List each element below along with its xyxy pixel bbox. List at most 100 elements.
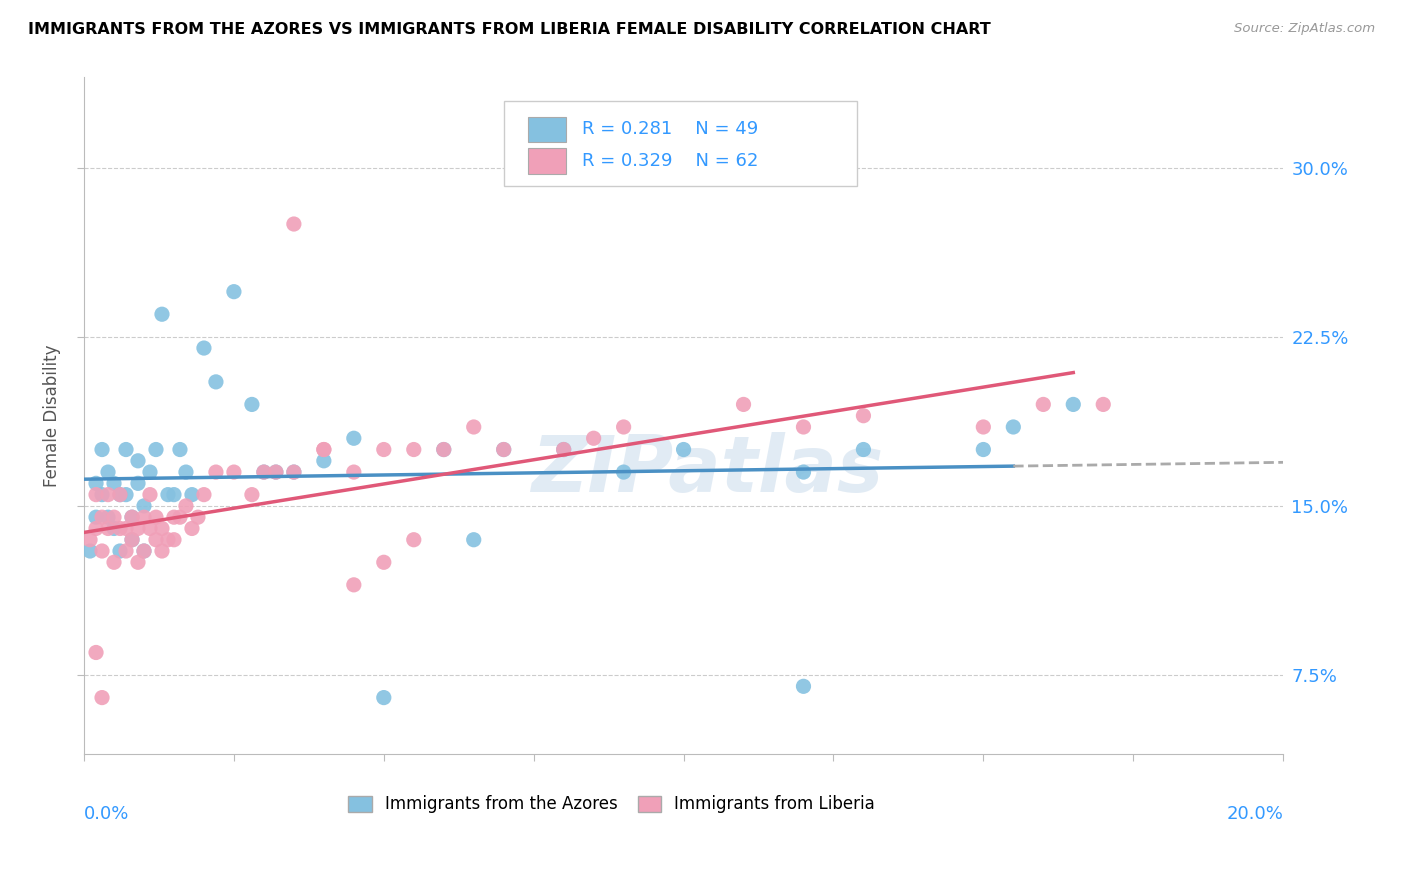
Point bbox=[132, 544, 155, 558]
Point bbox=[972, 420, 994, 434]
Point bbox=[132, 544, 155, 558]
Point bbox=[115, 521, 138, 535]
Point bbox=[222, 465, 245, 479]
Point bbox=[127, 454, 149, 468]
Point bbox=[253, 465, 276, 479]
Point bbox=[852, 442, 875, 457]
Point bbox=[792, 465, 814, 479]
Point bbox=[1062, 397, 1084, 411]
Point bbox=[150, 544, 173, 558]
Point bbox=[174, 499, 197, 513]
Point bbox=[108, 544, 131, 558]
Point bbox=[127, 521, 149, 535]
Point bbox=[145, 510, 167, 524]
Point bbox=[156, 533, 179, 547]
Point bbox=[108, 488, 131, 502]
Point bbox=[205, 375, 228, 389]
Y-axis label: Female Disability: Female Disability bbox=[44, 344, 60, 487]
Point bbox=[1002, 420, 1025, 434]
Point bbox=[121, 510, 143, 524]
Point bbox=[205, 465, 228, 479]
Point bbox=[1092, 397, 1115, 411]
Text: 0.0%: 0.0% bbox=[84, 805, 129, 822]
Point bbox=[127, 476, 149, 491]
Point bbox=[132, 510, 155, 524]
Point bbox=[613, 420, 636, 434]
Point bbox=[91, 544, 114, 558]
Point bbox=[283, 465, 305, 479]
Point bbox=[121, 533, 143, 547]
Point bbox=[187, 510, 209, 524]
Point bbox=[373, 690, 395, 705]
FancyBboxPatch shape bbox=[527, 148, 567, 174]
Text: IMMIGRANTS FROM THE AZORES VS IMMIGRANTS FROM LIBERIA FEMALE DISABILITY CORRELAT: IMMIGRANTS FROM THE AZORES VS IMMIGRANTS… bbox=[28, 22, 991, 37]
Point bbox=[132, 499, 155, 513]
Point bbox=[283, 217, 305, 231]
Point bbox=[402, 533, 425, 547]
Point bbox=[103, 510, 125, 524]
Point bbox=[108, 521, 131, 535]
Point bbox=[97, 465, 120, 479]
Point bbox=[433, 442, 456, 457]
FancyBboxPatch shape bbox=[503, 101, 858, 186]
Point bbox=[492, 442, 515, 457]
Point bbox=[343, 465, 366, 479]
Point bbox=[733, 397, 755, 411]
Point bbox=[343, 431, 366, 445]
Point bbox=[79, 544, 101, 558]
Point bbox=[103, 555, 125, 569]
Point bbox=[463, 420, 485, 434]
Point bbox=[97, 521, 120, 535]
Point bbox=[150, 521, 173, 535]
FancyBboxPatch shape bbox=[527, 117, 567, 142]
Point bbox=[156, 488, 179, 502]
Point bbox=[139, 488, 162, 502]
Point bbox=[121, 510, 143, 524]
Point bbox=[193, 488, 215, 502]
Point bbox=[127, 555, 149, 569]
Point bbox=[84, 521, 107, 535]
Point bbox=[312, 454, 335, 468]
Point bbox=[253, 465, 276, 479]
Point bbox=[97, 510, 120, 524]
Point bbox=[613, 465, 636, 479]
Point bbox=[139, 521, 162, 535]
Point bbox=[115, 442, 138, 457]
Point bbox=[373, 555, 395, 569]
Point bbox=[283, 465, 305, 479]
Point bbox=[97, 488, 120, 502]
Point bbox=[582, 431, 605, 445]
Point bbox=[553, 442, 575, 457]
Point bbox=[84, 645, 107, 659]
Point bbox=[169, 442, 191, 457]
Point bbox=[792, 420, 814, 434]
Point bbox=[115, 544, 138, 558]
Point bbox=[402, 442, 425, 457]
Point bbox=[181, 488, 204, 502]
Point bbox=[91, 442, 114, 457]
Point bbox=[163, 533, 186, 547]
Point bbox=[463, 533, 485, 547]
Text: 20.0%: 20.0% bbox=[1226, 805, 1284, 822]
Point bbox=[492, 442, 515, 457]
Point bbox=[792, 679, 814, 693]
Point bbox=[373, 442, 395, 457]
Point bbox=[672, 442, 695, 457]
Point bbox=[79, 533, 101, 547]
Point bbox=[91, 510, 114, 524]
Point bbox=[264, 465, 287, 479]
Point bbox=[103, 521, 125, 535]
Point bbox=[264, 465, 287, 479]
Point bbox=[553, 442, 575, 457]
Text: Source: ZipAtlas.com: Source: ZipAtlas.com bbox=[1234, 22, 1375, 36]
Point bbox=[312, 442, 335, 457]
Point bbox=[163, 488, 186, 502]
Point bbox=[91, 488, 114, 502]
Point bbox=[115, 488, 138, 502]
Point bbox=[852, 409, 875, 423]
Point bbox=[343, 578, 366, 592]
Point bbox=[121, 533, 143, 547]
Point bbox=[103, 476, 125, 491]
Point bbox=[240, 488, 263, 502]
Point bbox=[972, 442, 994, 457]
